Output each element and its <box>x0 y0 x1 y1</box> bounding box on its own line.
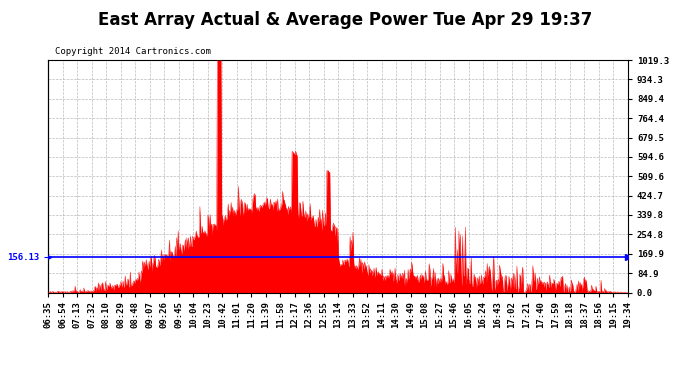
Text: Copyright 2014 Cartronics.com: Copyright 2014 Cartronics.com <box>55 47 211 56</box>
Text: East Array Actual & Average Power Tue Apr 29 19:37: East Array Actual & Average Power Tue Ap… <box>98 11 592 29</box>
